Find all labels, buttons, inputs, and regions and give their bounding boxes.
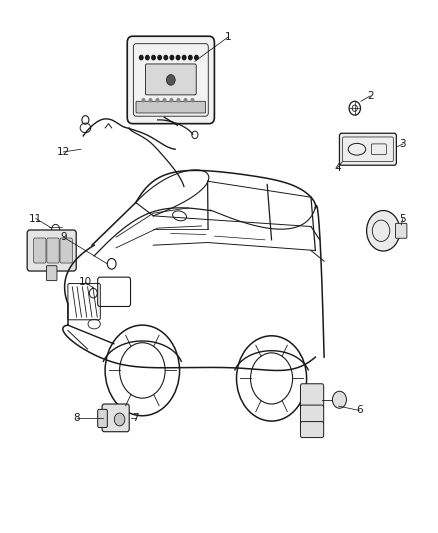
Circle shape	[164, 55, 168, 60]
Circle shape	[177, 99, 180, 102]
FancyBboxPatch shape	[60, 238, 72, 263]
Circle shape	[149, 99, 152, 102]
FancyBboxPatch shape	[98, 409, 107, 427]
Text: 4: 4	[334, 163, 341, 173]
FancyBboxPatch shape	[300, 405, 324, 424]
Circle shape	[170, 55, 173, 60]
Circle shape	[145, 55, 149, 60]
Circle shape	[184, 99, 187, 102]
FancyBboxPatch shape	[34, 238, 46, 263]
FancyBboxPatch shape	[136, 101, 206, 113]
FancyBboxPatch shape	[102, 404, 129, 432]
Text: 1: 1	[224, 33, 231, 42]
Circle shape	[194, 55, 198, 60]
Text: 12: 12	[57, 147, 70, 157]
Text: 5: 5	[399, 214, 406, 223]
Circle shape	[182, 55, 186, 60]
Text: 2: 2	[367, 91, 374, 101]
FancyBboxPatch shape	[145, 64, 196, 95]
FancyBboxPatch shape	[46, 265, 57, 280]
Text: 8: 8	[73, 414, 80, 423]
Circle shape	[158, 55, 161, 60]
Circle shape	[188, 55, 192, 60]
Circle shape	[191, 99, 194, 102]
Circle shape	[142, 99, 145, 102]
Circle shape	[367, 211, 400, 251]
FancyBboxPatch shape	[127, 36, 214, 124]
FancyBboxPatch shape	[339, 133, 396, 165]
Circle shape	[114, 413, 125, 426]
FancyBboxPatch shape	[27, 230, 76, 271]
Circle shape	[152, 55, 155, 60]
Circle shape	[176, 55, 180, 60]
Text: 3: 3	[399, 139, 406, 149]
Circle shape	[332, 391, 346, 408]
FancyBboxPatch shape	[300, 422, 324, 438]
FancyBboxPatch shape	[300, 384, 324, 408]
FancyBboxPatch shape	[396, 223, 407, 238]
Text: 11: 11	[29, 214, 42, 223]
Circle shape	[170, 99, 173, 102]
FancyBboxPatch shape	[47, 238, 59, 263]
Circle shape	[163, 99, 166, 102]
Circle shape	[156, 99, 159, 102]
Text: 10: 10	[79, 278, 92, 287]
Circle shape	[139, 55, 143, 60]
Circle shape	[166, 75, 175, 85]
Text: 7: 7	[132, 414, 139, 423]
Text: 9: 9	[60, 232, 67, 242]
Text: 6: 6	[356, 406, 363, 415]
